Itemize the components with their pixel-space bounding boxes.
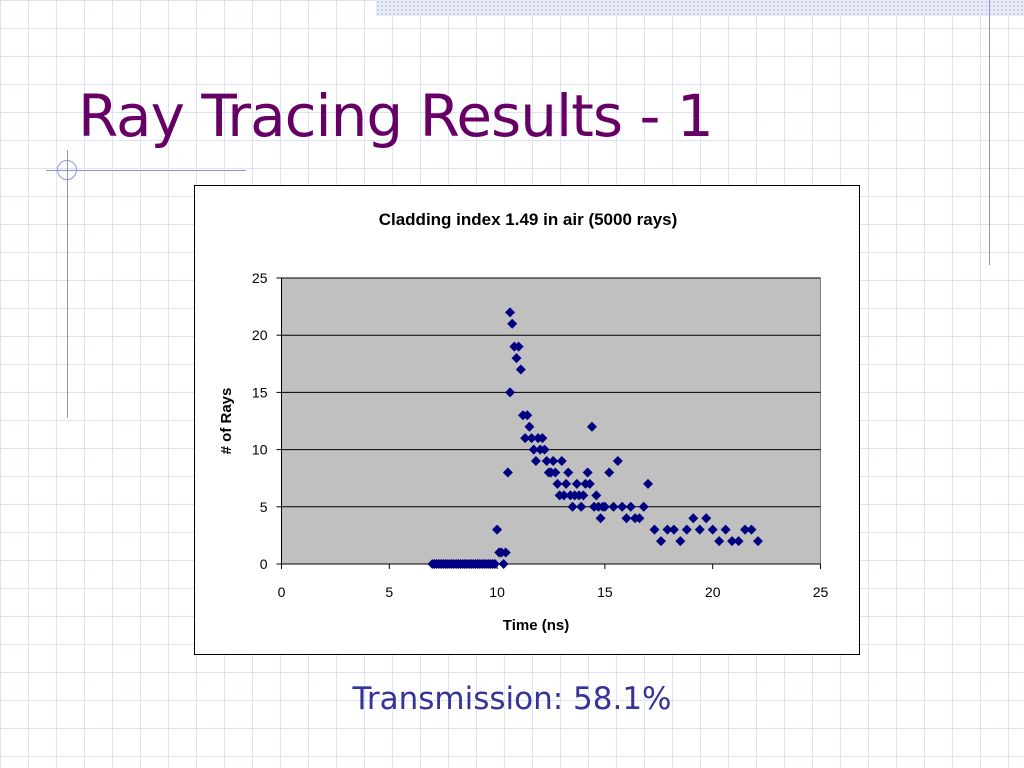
data-point <box>638 501 649 512</box>
data-point <box>513 341 524 352</box>
decor-circle <box>57 160 77 180</box>
data-point <box>539 444 550 455</box>
data-point <box>522 410 533 421</box>
decor-vertical-line-left <box>67 150 68 418</box>
data-point <box>655 536 666 547</box>
x-axis-label: Time (ns) <box>503 617 569 634</box>
data-point <box>599 501 610 512</box>
data-point <box>515 364 526 375</box>
data-point <box>537 433 548 444</box>
data-point <box>720 524 731 535</box>
data-point <box>526 433 537 444</box>
data-point <box>634 513 645 524</box>
data-point <box>625 501 636 512</box>
data-point <box>541 456 552 467</box>
data-point <box>707 524 718 535</box>
x-tick-label: 5 <box>385 584 393 600</box>
y-tick-label: 15 <box>252 384 268 400</box>
x-tick-label: 20 <box>705 584 721 600</box>
data-point <box>489 559 500 569</box>
data-point <box>552 478 563 489</box>
data-point <box>688 513 699 524</box>
data-point <box>740 524 751 535</box>
data-point <box>621 513 632 524</box>
data-point <box>604 467 615 478</box>
transmission-caption: Transmission: 58.1% <box>352 681 672 717</box>
data-point <box>608 501 619 512</box>
gridlines <box>281 277 821 508</box>
data-point <box>520 433 531 444</box>
axis-ticks: 0 5 10 15 20 25 0 5 10 15 20 25 <box>252 270 829 600</box>
data-point <box>694 524 705 535</box>
y-tick-label: 0 <box>260 556 268 572</box>
data-point <box>505 307 516 318</box>
data-point <box>746 524 757 535</box>
data-point <box>612 456 623 467</box>
data-point <box>492 524 503 535</box>
data-point <box>567 501 578 512</box>
data-point <box>550 467 561 478</box>
scatter-chart: Cladding index 1.49 in air (5000 rays) 0… <box>218 210 829 634</box>
data-point <box>649 524 660 535</box>
decor-vertical-line-right <box>989 0 990 265</box>
data-point <box>643 478 654 489</box>
data-point <box>563 467 574 478</box>
data-point <box>668 524 679 535</box>
y-tick-label: 10 <box>252 442 268 458</box>
data-point <box>591 490 602 501</box>
data-point <box>505 387 516 398</box>
y-axis-label: # of Rays <box>218 388 235 455</box>
chart-frame: Cladding index 1.49 in air (5000 rays) 0… <box>194 185 860 655</box>
data-point <box>617 501 628 512</box>
x-tick-label: 15 <box>597 584 613 600</box>
data-point <box>733 536 744 547</box>
data-point <box>727 536 738 547</box>
data-point <box>578 490 589 501</box>
data-point <box>530 456 541 467</box>
x-tick-label: 25 <box>813 584 829 600</box>
y-tick-label: 20 <box>252 327 268 343</box>
data-point <box>571 478 582 489</box>
data-point <box>511 353 522 364</box>
y-tick-label: 5 <box>260 499 268 515</box>
data-point <box>548 456 559 467</box>
data-point <box>556 456 567 467</box>
chart-title: Cladding index 1.49 in air (5000 rays) <box>379 210 678 229</box>
data-point <box>584 478 595 489</box>
data-point <box>752 536 763 547</box>
data-point <box>498 559 509 569</box>
data-point <box>701 513 712 524</box>
x-tick-label: 0 <box>278 584 286 600</box>
slide-title: Ray Tracing Results - 1 <box>78 82 714 150</box>
data-point <box>500 547 511 558</box>
top-decor-band <box>376 0 1024 16</box>
data-point <box>681 524 692 535</box>
data-point <box>714 536 725 547</box>
data-point <box>528 444 539 455</box>
data-point <box>662 524 673 535</box>
data-point <box>507 318 518 329</box>
data-point <box>595 513 606 524</box>
plot-area <box>281 277 821 565</box>
data-point <box>586 421 597 432</box>
data-point <box>561 478 572 489</box>
data-point <box>558 490 569 501</box>
data-point <box>524 421 535 432</box>
data-points <box>427 307 763 569</box>
data-point <box>675 536 686 547</box>
y-tick-label: 25 <box>252 270 268 286</box>
data-point <box>582 467 593 478</box>
data-point <box>576 501 587 512</box>
decor-horizontal-line <box>46 170 246 171</box>
x-tick-label: 10 <box>489 584 505 600</box>
data-point <box>502 467 513 478</box>
